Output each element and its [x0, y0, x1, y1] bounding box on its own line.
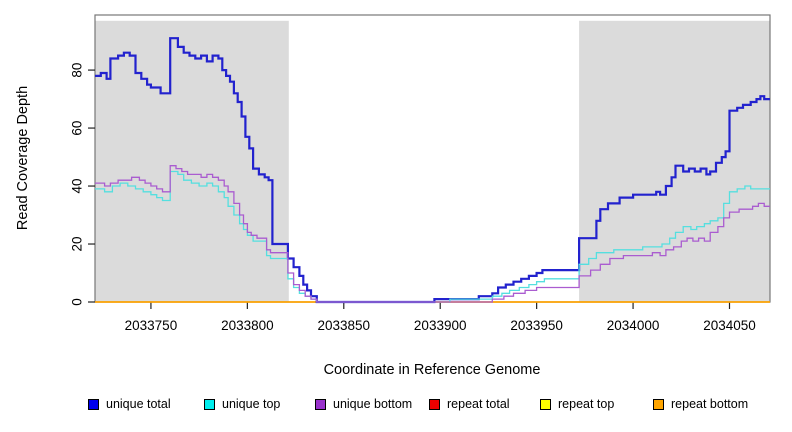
legend-label: repeat bottom	[671, 397, 749, 411]
legend-item-repeat-total: repeat total	[429, 396, 510, 412]
y-tick-label: 20	[70, 237, 85, 252]
y-tick-label: 40	[70, 179, 85, 194]
y-axis-label: Read Coverage Depth	[15, 86, 31, 230]
x-tick-label: 2033850	[318, 318, 371, 333]
legend-item-unique-bottom: unique bottom	[315, 396, 412, 412]
legend-label: repeat total	[447, 397, 510, 411]
chart-legend: unique total unique top unique bottom re…	[0, 396, 792, 420]
legend-label: unique top	[222, 397, 281, 411]
x-tick-label: 2033800	[221, 318, 274, 333]
y-tick-label: 0	[70, 298, 85, 306]
legend-item-repeat-bottom: repeat bottom	[653, 396, 748, 412]
y-tick-label: 60	[70, 121, 85, 136]
x-tick-label: 2034050	[703, 318, 756, 333]
coverage-chart: 2033750 2033800 2033850 2033900 2033950 20340…	[15, 14, 771, 378]
series-line-unique-total	[95, 37, 770, 304]
x-tick-label: 2033950	[510, 318, 563, 333]
repeat-total-swatch-icon	[429, 398, 440, 410]
repeat-bottom-swatch-icon	[653, 398, 664, 410]
legend-label: repeat top	[558, 397, 615, 411]
legend-item-unique-total: unique total	[88, 396, 171, 412]
x-tick-label: 2034000	[607, 318, 660, 333]
legend-label: unique bottom	[333, 397, 413, 411]
legend-item-unique-top: unique top	[204, 396, 280, 412]
legend-item-repeat-top: repeat top	[540, 396, 614, 412]
legend-label: unique total	[106, 397, 171, 411]
repeat-region-band	[95, 20, 289, 303]
y-tick-label: 80	[70, 63, 85, 78]
x-tick-label: 2033900	[414, 318, 467, 333]
unique-total-swatch-icon	[88, 398, 99, 410]
repeat-top-swatch-icon	[540, 398, 551, 410]
x-tick-label: 2033750	[125, 318, 178, 333]
repeat-region-band	[579, 20, 770, 303]
x-axis-label: Coordinate in Reference Genome	[324, 362, 541, 378]
unique-bottom-swatch-icon	[315, 398, 326, 410]
unique-top-swatch-icon	[204, 398, 215, 410]
series-line-unique-bottom	[95, 165, 770, 303]
